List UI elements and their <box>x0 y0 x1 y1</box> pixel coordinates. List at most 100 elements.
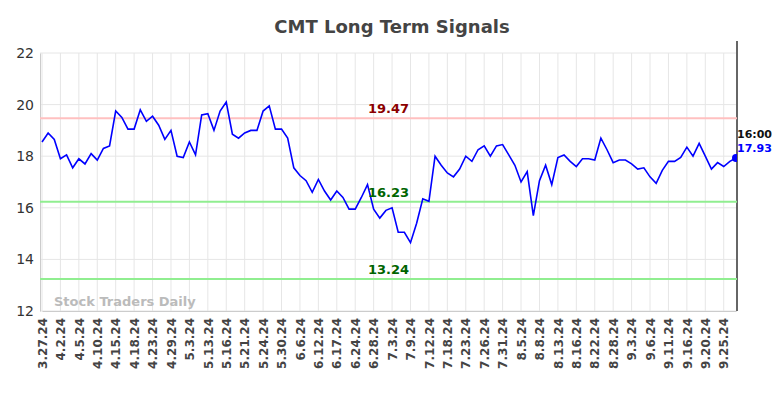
tick-label: 5.24.24 <box>257 318 271 369</box>
tick: 7.3.24 <box>386 311 400 361</box>
tick-label: 7.12.24 <box>423 318 437 369</box>
title: CMT Long Term Signals <box>274 16 509 37</box>
tick: 14 <box>16 251 40 267</box>
tick-label: 8.5.24 <box>515 318 529 361</box>
plot-area <box>40 102 737 279</box>
tick: 9.3.24 <box>625 311 639 361</box>
grid-line <box>207 53 208 311</box>
grid-line <box>115 53 116 311</box>
tick: 7.23.24 <box>459 311 473 369</box>
grid-line <box>428 53 429 311</box>
tick: 8.13.24 <box>552 311 566 369</box>
y-axis: 12 14 16 18 20 22 <box>16 45 40 319</box>
tick-label: 6.6.24 <box>294 318 308 361</box>
price-line <box>42 102 736 243</box>
tick: 22 <box>16 45 40 61</box>
tick-label: 6.17.24 <box>330 318 344 369</box>
tick: 5.30.24 <box>275 311 289 369</box>
tick: 18 <box>16 148 40 164</box>
tick: 4.23.24 <box>146 311 160 369</box>
tick: 16 <box>16 200 40 216</box>
axis-line <box>40 54 41 312</box>
watermark: Stock Traders Daily <box>54 294 196 309</box>
level-label: 19.47 <box>368 101 409 116</box>
level-label: 13.24 <box>368 262 409 277</box>
tick: 4.10.24 <box>91 311 105 369</box>
level-line <box>40 278 737 280</box>
last-value-label: 17.93 <box>737 142 772 155</box>
tick: 6.12.24 <box>312 311 326 369</box>
tick: 3.27.24 <box>36 311 50 369</box>
tick-label: 5.16.24 <box>220 318 234 369</box>
grid-line <box>723 53 724 311</box>
tick-label: 7.3.24 <box>386 318 400 361</box>
grid-line <box>97 53 98 311</box>
grid-line <box>40 207 737 208</box>
grid-line <box>336 53 337 311</box>
tick-label: 4.23.24 <box>146 318 160 369</box>
tick-label: 8.8.24 <box>533 318 547 361</box>
tick-label: 9.20.24 <box>699 318 713 369</box>
tick: 7.31.24 <box>496 311 510 369</box>
tick: 8.8.24 <box>533 311 547 361</box>
level-label: 16.23 <box>368 185 409 200</box>
grid-line <box>60 53 61 311</box>
grid-line <box>576 53 577 311</box>
tick-label: 9.11.24 <box>662 318 676 369</box>
tick-label: 8.28.24 <box>607 318 621 369</box>
tick: 8.22.24 <box>588 311 602 369</box>
chart: CMT Long Term Signals 12 14 16 18 20 22 3.27.24… <box>0 0 784 398</box>
tick: 7.12.24 <box>423 311 437 369</box>
grid-line <box>281 53 282 311</box>
tick-label: 3.27.24 <box>36 318 50 369</box>
grid <box>40 53 737 311</box>
tick-label: 12 <box>16 303 34 319</box>
plot-border <box>736 41 738 311</box>
tick-label: 6.24.24 <box>349 318 363 369</box>
tick: 9.20.24 <box>699 311 713 369</box>
tick: 5.3.24 <box>183 311 197 361</box>
grid-line <box>263 53 264 311</box>
grid-line <box>484 53 485 311</box>
grid-line <box>705 53 706 311</box>
grid-line <box>299 53 300 311</box>
grid-line <box>40 311 737 312</box>
tick-label: 7.31.24 <box>496 318 510 369</box>
tick-label: 4.15.24 <box>109 318 123 369</box>
grid-line <box>40 156 737 157</box>
tick: 8.28.24 <box>607 311 621 369</box>
tick: 20 <box>16 97 40 113</box>
tick-label: 16 <box>16 200 34 216</box>
last-point <box>732 154 737 162</box>
tick-label: 7.9.24 <box>404 318 418 361</box>
tick-label: 8.16.24 <box>570 318 584 369</box>
tick-label: 5.3.24 <box>183 318 197 361</box>
tick: 9.25.24 <box>717 311 731 369</box>
tick: 8.5.24 <box>515 311 529 361</box>
tick-label: 6.28.24 <box>367 318 381 369</box>
tick-label: 8.22.24 <box>588 318 602 369</box>
tick: 6.24.24 <box>349 311 363 369</box>
tick-label: 7.26.24 <box>478 318 492 369</box>
grid-line <box>668 53 669 311</box>
time-label: 16:00 <box>737 128 772 141</box>
tick: 12 <box>16 303 40 319</box>
grid-line <box>502 53 503 311</box>
tick-label: 4.18.24 <box>128 318 142 369</box>
tick-label: 7.18.24 <box>441 318 455 369</box>
tick-label: 4.29.24 <box>165 318 179 369</box>
tick: 4.2.24 <box>54 311 68 361</box>
grid-line <box>650 53 651 311</box>
tick-label: 20 <box>16 97 34 113</box>
tick: 9.16.24 <box>681 311 695 369</box>
tick-label: 9.6.24 <box>644 318 658 361</box>
tick: 6.6.24 <box>294 311 308 361</box>
tick-label: 5.30.24 <box>275 318 289 369</box>
tick-label: 8.13.24 <box>552 318 566 369</box>
tick: 4.15.24 <box>109 311 123 369</box>
grid-line <box>686 53 687 311</box>
grid-line <box>152 53 153 311</box>
grid-line <box>410 53 411 311</box>
x-axis: 3.27.244.2.244.5.244.10.244.15.244.18.24… <box>36 311 737 369</box>
tick: 9.6.24 <box>644 311 658 361</box>
